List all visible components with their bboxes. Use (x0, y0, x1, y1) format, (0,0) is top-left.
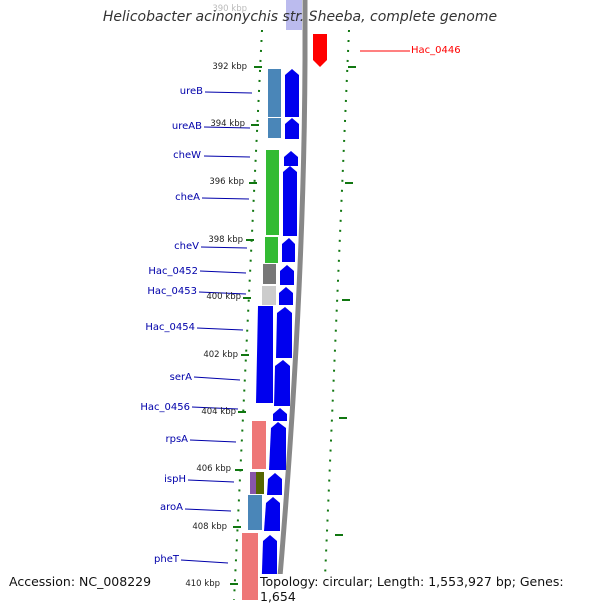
feature-column (242, 69, 281, 600)
highlight-gene-label[interactable]: Hac_0446 (411, 45, 461, 56)
feature-Hac_0453[interactable] (262, 286, 276, 305)
cds-arrow[interactable] (284, 151, 298, 166)
page-title: Helicobacter acinonychis str. Sheeba, co… (102, 9, 498, 25)
gene-label-Hac_0452[interactable]: Hac_0452 (148, 266, 198, 277)
gene-label-ispH[interactable]: ispH (164, 474, 186, 485)
gene-label-Hac_0456[interactable]: Hac_0456 (140, 402, 190, 413)
scale-ticks (230, 66, 356, 585)
feature-rpsA[interactable] (252, 421, 266, 469)
genome-backbone (275, 0, 308, 600)
scale-label-396: 396 kbp (209, 177, 244, 187)
accession-label: Accession: NC_008229 (9, 574, 152, 589)
cds-block[interactable] (256, 306, 273, 403)
gene-label-ureAB[interactable]: ureAB (172, 121, 202, 132)
gene-label-cheW[interactable]: cheW (173, 150, 201, 161)
feature-cheV[interactable] (265, 237, 278, 263)
cds-arrow[interactable] (267, 473, 282, 495)
feature-ureAB[interactable] (268, 118, 281, 138)
scale-label-410: 410 kbp (185, 579, 220, 589)
feature-cheA[interactable] (266, 150, 279, 235)
cds-arrow[interactable] (269, 422, 286, 470)
feature-Hac_0452[interactable] (263, 264, 276, 284)
right-ruler (323, 29, 350, 600)
scale-label-390: 390 kbp (212, 4, 247, 14)
scale-label-398: 398 kbp (208, 235, 243, 245)
cds-arrow[interactable] (279, 287, 293, 305)
cds-arrow[interactable] (280, 265, 294, 285)
topology-label: Topology: circular; Length: 1,553,927 bp… (258, 574, 600, 604)
scale-label-392: 392 kbp (212, 62, 247, 72)
scale-label-406: 406 kbp (196, 464, 231, 474)
gene-label-rpsA[interactable]: rpsA (165, 434, 188, 445)
feature-pheT[interactable] (242, 533, 258, 600)
cds-arrows (256, 69, 299, 600)
scale-label-404: 404 kbp (201, 407, 236, 417)
partial-gene-top (286, 0, 302, 30)
scale-label-408: 408 kbp (192, 522, 227, 532)
gene-label-serA[interactable]: serA (170, 372, 192, 383)
cds-arrow[interactable] (283, 166, 297, 236)
cds-arrow[interactable] (276, 307, 292, 358)
scale-label-394: 394 kbp (210, 119, 245, 129)
cds-arrow[interactable] (282, 238, 295, 262)
cds-arrow[interactable] (273, 408, 287, 421)
cds-small[interactable] (256, 472, 264, 494)
highlight-gene-arrow[interactable] (313, 34, 327, 67)
gene-label-aroA[interactable]: aroA (160, 502, 183, 513)
gene-label-pheT[interactable]: pheT (154, 554, 180, 565)
gene-label-Hac_0453[interactable]: Hac_0453 (147, 286, 197, 297)
scale-label-402: 402 kbp (203, 350, 238, 360)
cds-arrow[interactable] (285, 118, 299, 139)
gene-label-cheA[interactable]: cheA (175, 192, 200, 203)
scale-labels: 390 kbp 392 kbp 394 kbp 396 kbp 398 kbp … (185, 4, 247, 589)
gene-label-Hac_0454[interactable]: Hac_0454 (145, 322, 195, 333)
cds-arrow[interactable] (274, 360, 290, 406)
gene-labels: ureB ureAB cheW cheA cheV Hac_0452 Hac_0… (140, 86, 203, 565)
gene-label-ureB[interactable]: ureB (180, 86, 203, 97)
cds-arrow[interactable] (264, 497, 280, 531)
feature-ispH[interactable] (250, 472, 257, 494)
gene-label-cheV[interactable]: cheV (174, 241, 199, 252)
feature-aroA[interactable] (248, 495, 262, 530)
feature-ureB[interactable] (268, 69, 281, 117)
scale-label-400: 400 kbp (206, 292, 241, 302)
gene-leaders (180, 91, 253, 564)
cds-arrow[interactable] (285, 69, 299, 117)
